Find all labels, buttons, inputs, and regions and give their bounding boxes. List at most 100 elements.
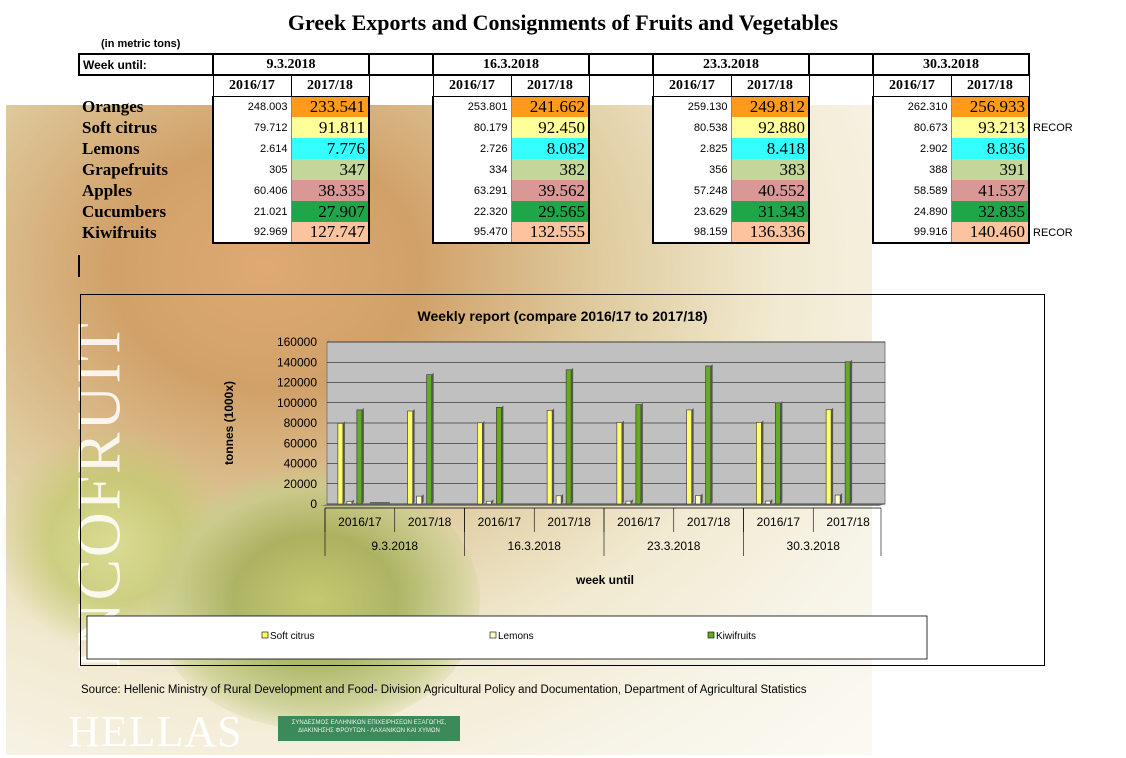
value-2016-17: 305 [212,159,291,180]
value-2016-17: 356 [652,159,731,180]
value-2017-18: 249.812 [730,96,810,117]
gap-cell [588,138,653,159]
week-header: 9.3.2018 [212,53,370,76]
value-2017-18: 41.537 [950,180,1030,201]
value-2017-18: 93.213 [950,117,1030,138]
gap-cell [368,180,433,201]
value-2017-18: 91.811 [290,117,370,138]
exports-table: Week until: 9.3.2018 16.3.2018 23.3.2018 30.… [78,53,1076,244]
gap-cell [808,138,873,159]
gap-cell [368,201,433,222]
value-2017-18: 27.907 [290,201,370,222]
week-spacer [588,53,654,76]
value-2017-18: 8.836 [950,138,1030,159]
value-2016-17: 253.801 [432,96,511,117]
value-2017-18: 132.555 [510,222,590,244]
week-header: 23.3.2018 [652,53,810,76]
value-2016-17: 22.320 [432,201,511,222]
gap-cell [808,159,873,180]
gap-cell [588,201,653,222]
chart-frame [80,294,1045,666]
season-header: 2016/17 [212,74,292,97]
season-spacer [809,75,873,96]
gap-cell [808,201,873,222]
value-2016-17: 2.726 [432,138,511,159]
value-2016-17: 98.159 [652,222,731,244]
value-2017-18: 8.418 [730,138,810,159]
record-note [1029,159,1076,180]
value-2016-17: 262.310 [872,96,951,117]
value-2016-17: 99.916 [872,222,951,244]
value-2016-17: 259.130 [652,96,731,117]
value-2017-18: 8.082 [510,138,590,159]
gap-cell [808,180,873,201]
record-note [1029,180,1076,201]
value-2017-18: 136.336 [730,222,810,244]
record-note [1029,138,1076,159]
page-title: Greek Exports and Consignments of Fruits… [287,10,839,35]
association-logo: ΣΥΝΔΕΣΜΟΣ ΕΛΛΗΝΙΚΩΝ ΕΠΙΧΕΙΡΗΣΕΩΝ ΕΞΑΓΩΓΗ… [278,716,460,741]
value-2017-18: 29.565 [510,201,590,222]
value-2016-17: 334 [432,159,511,180]
value-2016-17: 2.902 [872,138,951,159]
row-label: Lemons [82,138,140,158]
table-left-rule [78,255,80,277]
value-2017-18: 40.552 [730,180,810,201]
row-label: Oranges [82,96,144,116]
gap-cell [808,96,873,117]
gap-cell [368,117,433,138]
value-2017-18: 256.933 [950,96,1030,117]
value-2017-18: 383 [730,159,810,180]
value-2017-18: 32.835 [950,201,1030,222]
season-header: 2017/18 [730,74,810,97]
row-label: Cucumbers [82,201,167,221]
gap-cell [588,222,653,243]
value-2016-17: 80.179 [432,117,511,138]
gap-cell [368,159,433,180]
gap-cell [588,96,653,117]
row-label: Soft citrus [82,117,158,137]
season-header: 2016/17 [652,74,732,97]
value-2017-18: 31.343 [730,201,810,222]
gap-cell [368,222,433,243]
row-label: Kiwifruits [82,222,157,242]
gap-cell [368,96,433,117]
value-2017-18: 382 [510,159,590,180]
value-2016-17: 60.406 [212,180,291,201]
record-note [1029,201,1076,222]
season-header: 2017/18 [950,74,1030,97]
value-2017-18: 140.460 [950,222,1030,244]
gap-cell [808,117,873,138]
season-header: 2016/17 [432,74,512,97]
value-2017-18: 347 [290,159,370,180]
value-2016-17: 2.614 [212,138,291,159]
value-2016-17: 95.470 [432,222,511,244]
value-2016-17: 2.825 [652,138,731,159]
season-header: 2017/18 [510,74,590,97]
gap-cell [588,180,653,201]
background-cucumber [150,470,480,730]
value-2016-17: 248.003 [212,96,291,117]
value-2016-17: 80.538 [652,117,731,138]
value-2016-17: 80.673 [872,117,951,138]
week-spacer [368,53,434,76]
value-2016-17: 79.712 [212,117,291,138]
record-note: RECOR [1033,226,1073,239]
gap-cell [588,159,653,180]
value-2016-17: 388 [872,159,951,180]
value-2016-17: 21.021 [212,201,291,222]
season-header: 2017/18 [290,74,370,97]
season-header: 2016/17 [872,74,952,97]
value-2017-18: 241.662 [510,96,590,117]
value-2017-18: 92.880 [730,117,810,138]
week-header: 16.3.2018 [432,53,590,76]
value-2016-17: 24.890 [872,201,951,222]
value-2016-17: 23.629 [652,201,731,222]
week-spacer [808,53,874,76]
value-2016-17: 63.291 [432,180,511,201]
value-2017-18: 92.450 [510,117,590,138]
gap-cell [368,138,433,159]
watermark-hellas: HELLAS [68,707,243,756]
chart-title: Weekly report (compare 2016/17 to 2017/1… [417,308,708,324]
value-2016-17: 92.969 [212,222,291,244]
